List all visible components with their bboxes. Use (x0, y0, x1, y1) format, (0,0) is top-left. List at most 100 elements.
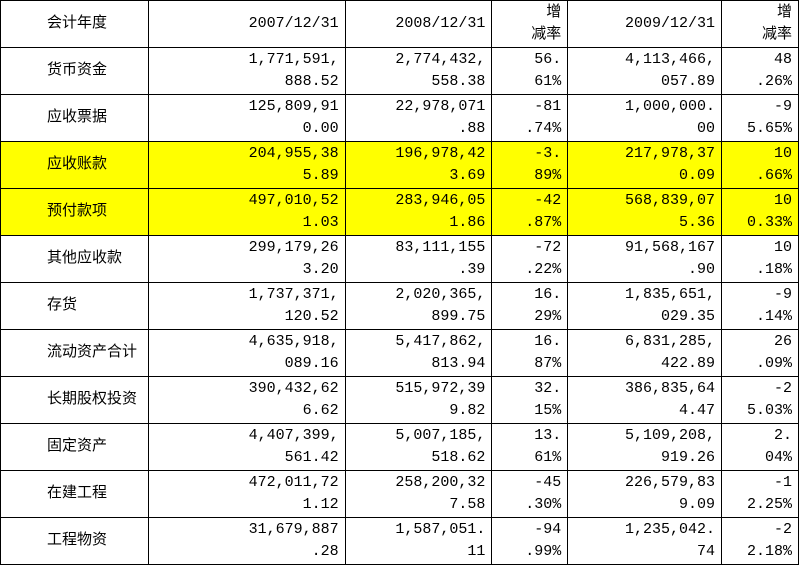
cell-text: 5.65% (746, 120, 792, 137)
cell-text: 1,000,000. (625, 98, 716, 115)
cell-text: 11 (467, 543, 486, 560)
table-row: 应收票据 125,809,91 0.00 22,978,071 .88 -81 .74% 1,… (0, 94, 799, 142)
row-label-cell: 预付款项 (0, 188, 149, 236)
cell-text: 2007/12/31 (248, 15, 339, 32)
cell-text: .18% (755, 261, 792, 278)
cell-text: .26% (755, 73, 792, 90)
cell-text: 其他应收款 (47, 250, 123, 267)
cell-text: .66% (755, 167, 792, 184)
value-cell: -3. 89% (491, 141, 569, 189)
cell-text: 899.75 (431, 308, 486, 325)
row-label-cell: 存货 (0, 282, 149, 330)
cell-text: 472,011,72 (248, 474, 339, 491)
cell-text: 4,113,466, (625, 51, 716, 68)
cell-text: 2,774,432, (395, 51, 486, 68)
cell-text: 1,835,651, (625, 286, 716, 303)
value-cell: 5,417,862, 813.94 (344, 329, 493, 377)
cell-text: 919.26 (661, 449, 716, 466)
row-label-cell: 其他应收款 (0, 235, 149, 283)
value-cell: 5,109,208, 919.26 (567, 423, 723, 471)
value-cell: 1,835,651, 029.35 (567, 282, 723, 330)
cell-text: 87% (534, 355, 562, 372)
cell-text: 2.18% (746, 543, 792, 560)
cell-text: 15% (534, 402, 562, 419)
cell-text: 2. (773, 427, 792, 444)
cell-text: 31,679,887 (248, 521, 339, 538)
table-row: 其他应收款 299,179,26 3.20 83,111,155 .39 -72 .22% 9… (0, 235, 799, 283)
cell-text: 2.25% (746, 496, 792, 513)
cell-text: 89% (534, 167, 562, 184)
value-cell: -9 5.65% (721, 94, 799, 142)
value-cell: 增减率 (721, 0, 799, 48)
cell-text: 6.62 (302, 402, 339, 419)
cell-text: .88 (458, 120, 486, 137)
value-cell: 2008/12/31 (344, 0, 493, 48)
header-row: 会计年度 2007/12/31 2008/12/31 增减率 2009/12/31 增减率 (0, 0, 799, 48)
cell-text: 813.94 (431, 355, 486, 372)
cell-text: .30% (525, 496, 562, 513)
value-cell: 299,179,26 3.20 (147, 235, 346, 283)
value-cell: 16. 87% (491, 329, 569, 377)
value-cell: 1,000,000. 00 (567, 94, 723, 142)
cell-text: 120.52 (284, 308, 339, 325)
table-row: 工程物资 31,679,887 .28 1,587,051. 11 -94 .99% 1,23… (0, 517, 799, 565)
cell-text: 9.82 (449, 402, 486, 419)
cell-text: 515,972,39 (395, 380, 486, 397)
cell-text: 0.33% (746, 214, 792, 231)
cell-text: 7.58 (449, 496, 486, 513)
cell-text: -3. (534, 145, 562, 162)
row-label-cell: 应收账款 (0, 141, 149, 189)
value-cell: 390,432,62 6.62 (147, 376, 346, 424)
cell-text: 在建工程 (47, 485, 108, 502)
cell-text: 1.86 (449, 214, 486, 231)
value-cell: -9 .14% (721, 282, 799, 330)
value-cell: 196,978,42 3.69 (344, 141, 493, 189)
cell-text: 3.20 (302, 261, 339, 278)
cell-text: 61% (534, 73, 562, 90)
cell-text: 00 (697, 120, 716, 137)
cell-text: 217,978,37 (625, 145, 716, 162)
cell-text: 固定资产 (47, 438, 108, 455)
cell-text: 226,579,83 (625, 474, 716, 491)
cell-text: 增 (776, 4, 792, 21)
cell-text: 561.42 (284, 449, 339, 466)
cell-text: 5,109,208, (625, 427, 716, 444)
cell-text: 16. (534, 333, 562, 350)
value-cell: -72 .22% (491, 235, 569, 283)
cell-text: -81 (534, 98, 562, 115)
value-cell: 2,774,432, 558.38 (344, 47, 493, 95)
value-cell: -81 .74% (491, 94, 569, 142)
table-row: 长期股权投资 390,432,62 6.62 515,972,39 9.82 32. 15%… (0, 376, 799, 424)
value-cell: 472,011,72 1.12 (147, 470, 346, 518)
cell-text: -94 (534, 521, 562, 538)
row-label-cell: 流动资产合计 (0, 329, 149, 377)
cell-text: .90 (688, 261, 716, 278)
cell-text: 10 (773, 239, 792, 256)
cell-text: 1,235,042. (625, 521, 716, 538)
cell-text: 029.35 (661, 308, 716, 325)
cell-text: .39 (458, 261, 486, 278)
cell-text: 减率 (761, 26, 792, 43)
cell-text: 497,010,52 (248, 192, 339, 209)
value-cell: -42 .87% (491, 188, 569, 236)
cell-text: 422.89 (661, 355, 716, 372)
cell-text: 22,978,071 (395, 98, 486, 115)
cell-text: 2009/12/31 (625, 15, 716, 32)
value-cell: 497,010,52 1.03 (147, 188, 346, 236)
row-label-cell: 会计年度 (0, 0, 149, 48)
value-cell: 125,809,91 0.00 (147, 94, 346, 142)
table-row: 预付款项 497,010,52 1.03 283,946,05 1.86 -42 .87% 5… (0, 188, 799, 236)
cell-text: 1,587,051. (395, 521, 486, 538)
value-cell: 204,955,38 5.89 (147, 141, 346, 189)
row-label-cell: 货币资金 (0, 47, 149, 95)
cell-text: 6,831,285, (625, 333, 716, 350)
cell-text: 5.03% (746, 402, 792, 419)
cell-text: 4.47 (679, 402, 716, 419)
cell-text: 29% (534, 308, 562, 325)
cell-text: 1.03 (302, 214, 339, 231)
cell-text: 089.16 (284, 355, 339, 372)
cell-text: 流动资产合计 (47, 344, 138, 361)
cell-text: -72 (534, 239, 562, 256)
